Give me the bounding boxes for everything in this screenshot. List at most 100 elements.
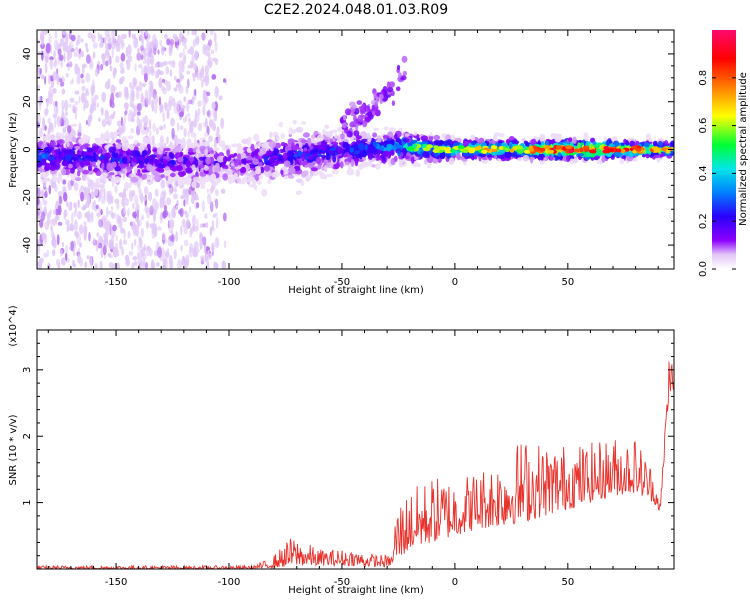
spectrogram-noise-speck [135, 90, 140, 100]
spectrogram-noise-speck [160, 211, 163, 221]
spectrogram-noise-speck [203, 44, 206, 56]
spectrogram-noise-speck [188, 119, 191, 127]
spectrogram-noise-speck [37, 207, 43, 213]
spectrogram-peak-cell [589, 149, 597, 154]
spectrogram-cell [605, 139, 610, 147]
spectrogram-cell [497, 155, 506, 159]
spectrogram-noise-speck [134, 211, 137, 220]
spectrogram-noise-speck [98, 117, 101, 122]
spectrogram-cell [185, 167, 193, 174]
spectrogram-noise-speck [198, 69, 203, 81]
spectrogram-peak-cell [555, 145, 563, 150]
spectrogram-noise-speck [112, 246, 118, 258]
spectrogram-noise-speck [192, 39, 196, 48]
spectrogram-cell [223, 156, 228, 163]
spectrogram-branch-cell [389, 81, 395, 88]
spectrogram-noise-speck [162, 210, 167, 219]
spectrogram-noise-speck [119, 61, 124, 70]
spectrogram-noise-speck [171, 233, 175, 243]
spectrogram-noise-speck [135, 217, 139, 223]
spectrogram-noise-speck [183, 96, 187, 103]
spectrogram-cell [112, 131, 120, 135]
spectrogram-noise-speck [180, 104, 186, 110]
spectrogram-ticks: -150 -100 -50 0 50 40 20 0 -20 -40 [22, 29, 674, 288]
spectrogram-cell [103, 132, 110, 140]
spectrogram-cell [114, 152, 119, 158]
spectrogram-noise-speck [133, 36, 139, 49]
spectrogram-cell [428, 135, 434, 141]
spectrogram-cell [263, 164, 271, 172]
spectrogram-branch-cell [395, 86, 401, 92]
spectrogram-cell [325, 162, 334, 169]
spectrogram-cell [50, 176, 59, 182]
spectrogram-noise-speck [143, 186, 149, 195]
spectrogram-noise-speck [208, 135, 213, 143]
spectrogram-cell [96, 137, 102, 145]
spectrogram-noise-speck [183, 199, 186, 207]
spectrogram-cell [50, 129, 55, 133]
spectrogram-noise-speck [190, 120, 194, 131]
spectrogram-noise-speck [79, 257, 84, 267]
spectrogram-noise-speck [40, 95, 43, 102]
spectrogram-noise-speck [169, 69, 173, 77]
spectrogram-noise-speck [100, 64, 104, 71]
spectrogram-noise-speck [44, 75, 47, 85]
spectrogram-cell [404, 155, 410, 159]
spectrogram-noise-speck [216, 126, 220, 135]
spectrogram-noise-speck [121, 201, 126, 208]
spectrogram-noise-speck [81, 78, 85, 84]
spectrogram-cell [152, 148, 157, 152]
spectrogram-peak-cell [565, 145, 573, 150]
spectrogram-noise-speck [124, 102, 129, 110]
spectrogram-cell [312, 155, 317, 162]
spectrogram-noise-speck [189, 243, 194, 253]
spectrogram-noise-speck [196, 196, 199, 201]
spectrogram-noise-speck [166, 197, 172, 206]
spectrogram-noise-speck [214, 263, 219, 269]
spectrogram-noise-speck [131, 112, 136, 118]
spectrogram-cell [342, 142, 349, 149]
spectrogram-noise-speck [202, 105, 206, 116]
spectrogram-cell [241, 177, 246, 185]
spectrogram-noise-speck [179, 111, 184, 118]
spectrogram-noise-speck [164, 104, 168, 111]
spectrogram-cell [127, 135, 134, 140]
x-tick-label: 0 [452, 277, 458, 288]
spectrogram-noise-speck [214, 237, 220, 249]
spectrogram-branch-cell [373, 92, 377, 100]
spectrogram-cell [225, 169, 233, 175]
spectrogram-cell [56, 176, 63, 182]
spectrogram-noise-speck [127, 230, 131, 239]
spectrogram-cell [160, 174, 165, 179]
spectrogram-cell [192, 176, 201, 183]
spectrogram-noise-speck [168, 213, 171, 220]
spectrogram-cell [295, 126, 304, 133]
spectrogram-noise-speck [111, 38, 116, 50]
spectrogram-noise-speck [161, 232, 166, 241]
spectrogram-branch-cell [374, 109, 381, 117]
spectrogram-noise-speck [166, 136, 169, 145]
spectrogram-noise-speck [146, 41, 151, 52]
spectrogram-noise-speck [144, 262, 149, 269]
spectrogram-cell [136, 152, 141, 157]
spectrogram-noise-speck [149, 51, 153, 58]
spectrogram-noise-speck [193, 30, 197, 36]
spectrogram-noise-speck [120, 228, 125, 234]
spectrogram-cell [268, 140, 277, 148]
spectrogram-cell [420, 135, 429, 142]
spectrogram-noise-speck [141, 116, 145, 123]
y-tick-label: 1 [22, 499, 33, 505]
spectrogram-cell [203, 165, 209, 171]
spectrogram-noise-speck [48, 34, 52, 45]
spectrogram-cell [241, 138, 249, 145]
spectrogram-cell [429, 132, 433, 137]
spectrogram-noise-speck [203, 76, 206, 83]
spectrogram-peak-cell [620, 149, 626, 154]
spectrogram-noise-speck [187, 78, 190, 89]
spectrogram-cell [80, 160, 85, 168]
spectrogram-noise-speck [47, 117, 51, 125]
spectrogram-noise-speck [80, 38, 84, 43]
spectrogram-cell [388, 127, 396, 133]
spectrogram-noise-speck [184, 43, 187, 50]
